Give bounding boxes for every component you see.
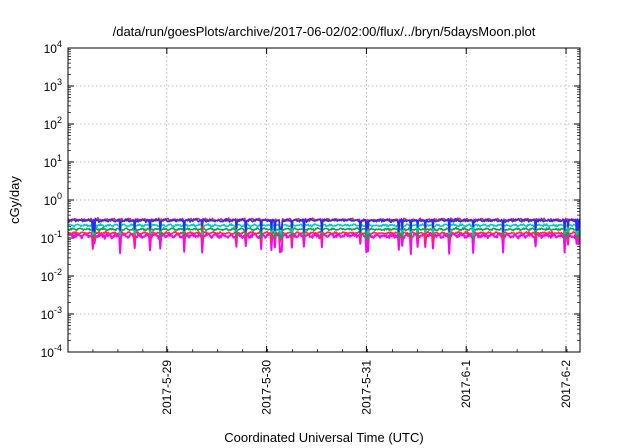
series-line	[67, 226, 581, 241]
x-tick-label: 2017-5-30	[260, 360, 274, 415]
y-tick-base: 10	[41, 308, 55, 322]
y-tick-label: 101	[44, 153, 62, 170]
y-tick-exponent: 3	[57, 77, 62, 87]
y-tick-label: 104	[44, 39, 62, 56]
y-tick-exponent: 1	[57, 153, 62, 163]
grid-lines	[68, 48, 580, 352]
y-tick-exponent: 4	[57, 39, 62, 49]
plot-frame	[67, 47, 581, 353]
y-tick-exponent: 0	[57, 191, 62, 201]
y-tick-exponent: -1	[54, 229, 62, 239]
y-tick-label: 10-4	[41, 343, 62, 360]
y-tick-label: 103	[44, 77, 62, 94]
y-tick-base: 10	[41, 346, 55, 360]
y-axis-label: cGy/day	[7, 176, 22, 224]
y-tick-label: 10-1	[41, 229, 62, 246]
y-tick-base: 10	[41, 270, 55, 284]
y-tick-base: 10	[44, 194, 58, 208]
y-tick-base: 10	[41, 232, 55, 246]
series-line	[67, 217, 581, 233]
x-tick-label: 2017-5-31	[359, 360, 373, 415]
y-tick-exponent: -4	[54, 343, 62, 353]
y-tick-base: 10	[44, 80, 58, 94]
y-tick-base: 10	[44, 42, 58, 56]
x-tick-label: 2017-5-29	[160, 360, 174, 415]
chart-title: /data/run/goesPlots/archive/2017-06-02/0…	[113, 24, 536, 39]
x-tick-label: 2017-6-2	[559, 360, 573, 408]
y-tick-label: 10-2	[41, 267, 62, 284]
y-tick-base: 10	[44, 118, 58, 132]
series-line	[67, 230, 581, 244]
x-axis-label: Coordinated Universal Time (UTC)	[224, 430, 423, 445]
y-tick-exponent: -2	[54, 267, 62, 277]
y-tick-label: 100	[44, 191, 62, 208]
series-line	[67, 222, 581, 237]
y-tick-exponent: 2	[57, 115, 62, 125]
series-lines	[67, 217, 581, 256]
series-line	[67, 231, 581, 256]
y-tick-label: 10-3	[41, 305, 62, 322]
y-tick-base: 10	[44, 156, 58, 170]
y-tick-exponent: -3	[54, 305, 62, 315]
x-axis-ticks: 2017-5-29 2017-5-30 2017-5-31 2017-6-1 2017-…	[92, 48, 573, 415]
x-tick-label: 2017-6-1	[459, 360, 473, 408]
y-tick-label: 102	[44, 115, 62, 132]
